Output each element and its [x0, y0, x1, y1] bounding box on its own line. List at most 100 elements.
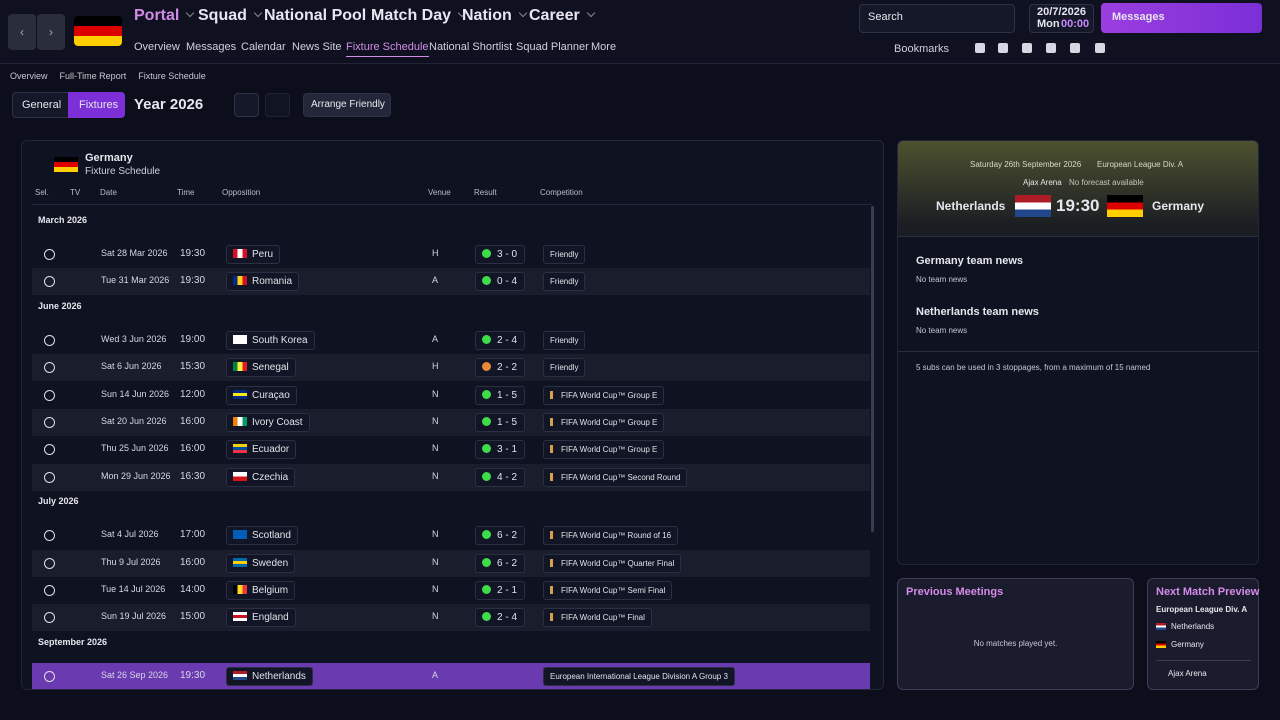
fixture-row[interactable]: Sat 6 Jun 2026 15:30 Senegal H 2 - 2 Friendly [32, 354, 870, 382]
subnav-link[interactable]: More [591, 41, 617, 53]
fixture-row[interactable]: Sat 20 Jun 2026 16:00 Ivory Coast N 1 - 5 FIF… [32, 409, 870, 436]
breadcrumb-item[interactable]: Fixture Schedule [138, 71, 206, 81]
fixture-row[interactable]: Sat 4 Jul 2026 17:00 Scotland N 6 - 2 FIFA Wo… [32, 522, 870, 549]
select-radio[interactable] [44, 276, 55, 288]
select-radio[interactable] [44, 585, 55, 596]
subnav-link[interactable]: Overview [134, 41, 180, 53]
result: 2 - 1 [497, 585, 518, 596]
fixture-row[interactable]: Thu 25 Jun 2026 16:00 Ecuador N 3 - 1 FIFA Wo… [32, 436, 870, 463]
breadcrumb-item[interactable]: Full-Time Report [59, 71, 127, 81]
fixture-row[interactable]: Wed 3 Jun 2026 19:00 South Korea A 2 - 4 Frie… [32, 327, 870, 354]
divider [1156, 660, 1251, 661]
select-radio[interactable] [44, 334, 55, 346]
fixture-row[interactable]: Thu 9 Jul 2026 16:00 Sweden N 6 - 2 FIFA Worl… [32, 549, 870, 577]
view-tab[interactable]: General [22, 99, 62, 111]
fixture-time: 15:30 [180, 361, 206, 373]
select-radio[interactable] [44, 362, 55, 374]
subnav-link[interactable]: Squad Planner [516, 41, 589, 53]
next-match-preview: Next Match Preview European League Div. A… [1147, 578, 1259, 690]
select-radio[interactable] [44, 557, 55, 569]
opposition-pill[interactable]: Romania [226, 272, 300, 292]
result-dot [482, 530, 491, 540]
toolbar-icon[interactable] [1095, 43, 1105, 53]
opposition-pill[interactable]: Ecuador [226, 440, 297, 460]
result: 6 - 2 [497, 530, 518, 542]
messages-button[interactable] [1101, 3, 1262, 33]
select-radio[interactable] [44, 389, 55, 401]
subnav-link[interactable]: National Shortlist [429, 41, 513, 53]
fixture-row[interactable]: Sat 26 Sep 2026 19:30 Netherlands A European… [32, 662, 870, 689]
opposition-pill[interactable]: Scotland [226, 526, 298, 546]
opposition-pill[interactable]: Curaçao [226, 385, 297, 405]
opposition-pill[interactable]: Belgium [226, 581, 296, 600]
select-radio[interactable] [44, 471, 55, 483]
search-button[interactable]: Search [868, 11, 903, 23]
fixture-date: Wed 3 Jun 2026 [101, 333, 167, 344]
subnav-link[interactable]: Calendar [241, 41, 286, 53]
fixture-row[interactable]: Tue 14 Jul 2026 14:00 Belgium N 2 - 1 FIFA Wo… [32, 577, 870, 604]
prev-year[interactable] [234, 93, 259, 117]
fixture-row[interactable]: Sun 14 Jun 2026 12:00 Curaçao N 1 - 5 FIFA Wo… [32, 382, 870, 409]
nav-tab[interactable]: Squad [198, 7, 261, 25]
toolbar-icon[interactable] [1022, 43, 1032, 53]
toolbar-icon[interactable] [1070, 43, 1080, 53]
toolbar-icon[interactable] [975, 43, 985, 53]
toolbar-icon[interactable] [1046, 43, 1056, 53]
result-dot [482, 444, 491, 454]
nav-tab[interactable]: Nation [462, 7, 526, 25]
venue: H [432, 361, 439, 372]
column-header[interactable]: Competition [540, 188, 583, 197]
column-header[interactable]: Result [474, 188, 497, 197]
forward-button[interactable]: › [37, 14, 65, 50]
fixture-time: 16:00 [180, 416, 206, 427]
breadcrumb-item[interactable]: Overview [10, 71, 48, 81]
opposition-pill[interactable]: Senegal [226, 358, 296, 378]
date-box [1029, 4, 1094, 33]
fixture-row[interactable]: Mon 29 Jun 2026 16:30 Czechia N 4 - 2 FIFA Wo… [32, 463, 870, 491]
nav-tab[interactable]: National Pool [264, 7, 380, 25]
select-radio[interactable] [44, 612, 55, 624]
column-header[interactable]: Venue [428, 188, 451, 197]
subnav-link[interactable]: Fixture Schedule [346, 41, 429, 57]
fixtures-panel: Germany Fixture Schedule Sel. TV Date Time Opp… [21, 140, 884, 690]
subnav-link[interactable]: Messages [186, 41, 237, 53]
select-radio[interactable] [44, 530, 55, 542]
opposition-name: Czechia [252, 471, 289, 483]
subnav-link[interactable]: News Site [292, 41, 342, 53]
column-header[interactable]: Opposition [222, 188, 261, 197]
next-year[interactable] [265, 93, 290, 117]
bookmarks[interactable]: Bookmarks [894, 43, 950, 55]
fixture-row[interactable]: Sat 28 Mar 2026 19:30 Peru H 3 - 0 Friendly [32, 241, 870, 268]
back-button[interactable]: ‹ [8, 14, 36, 50]
year-select[interactable]: Year 2026 [134, 96, 204, 113]
next-team: Netherlands [1156, 622, 1214, 631]
opposition-pill[interactable]: England [226, 608, 296, 628]
toolbar-icon[interactable] [998, 43, 1008, 53]
opposition-pill[interactable]: Peru [226, 245, 281, 264]
select-radio[interactable] [44, 249, 55, 260]
opposition-pill[interactable]: Netherlands [226, 666, 313, 686]
nav-tab[interactable]: Career [529, 7, 594, 25]
news-title: Germany team news [916, 255, 1023, 267]
nav-tab[interactable]: Match Day [371, 7, 465, 25]
arrange-button[interactable] [303, 93, 391, 117]
arrange-label: Arrange Friendly [311, 99, 385, 110]
result-pill: 2 - 4 [475, 330, 525, 350]
fixture-row[interactable]: Tue 31 Mar 2026 19:30 Romania A 0 - 4 Friendl… [32, 268, 870, 296]
column-header[interactable]: Time [177, 188, 195, 197]
column-header[interactable]: TV [70, 188, 81, 197]
select-radio[interactable] [44, 670, 55, 682]
opposition-pill[interactable]: South Korea [226, 330, 315, 350]
view-tab[interactable]: Fixtures [79, 99, 119, 111]
venue: N [432, 470, 439, 481]
column-header[interactable]: Sel. [35, 188, 49, 197]
opposition-pill[interactable]: Ivory Coast [226, 413, 310, 432]
nav-tab[interactable]: Portal [134, 7, 193, 25]
competition-pill: FIFA World Cup™ Semi Final [543, 581, 673, 600]
opposition-pill[interactable]: Czechia [226, 467, 296, 487]
opposition-pill[interactable]: Sweden [226, 553, 296, 573]
column-header[interactable]: Date [100, 188, 117, 197]
select-radio[interactable] [44, 417, 55, 428]
fixture-row[interactable]: Sun 19 Jul 2026 15:00 England N 2 - 4 FIFA Wo… [32, 604, 870, 632]
select-radio[interactable] [44, 444, 55, 456]
